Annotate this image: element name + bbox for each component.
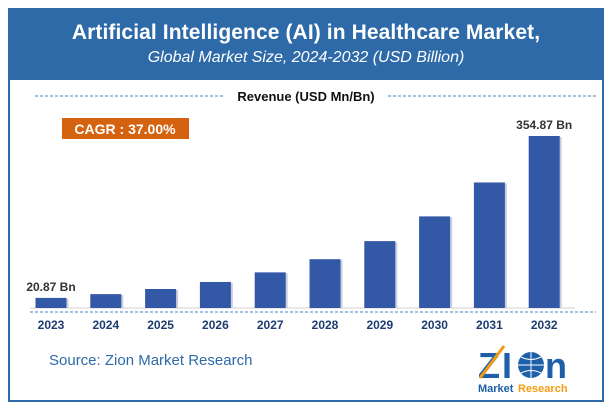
svg-text:n: n [545,345,567,386]
chart-header: Artificial Intelligence (AI) in Healthca… [10,10,602,80]
bar-2029 [364,241,396,308]
svg-text:Research: Research [518,383,568,395]
data-label: 20.87 Bn [26,280,75,294]
cagr-badge [62,118,189,139]
bar-2030 [419,216,451,308]
x-tick-label: 2027 [257,318,284,332]
data-label: 354.87 Bn [516,118,572,132]
bar-2023 [35,297,67,308]
cagr-label: CAGR : 37.00% [74,121,176,137]
x-tick-label: 2024 [92,318,119,332]
chart-axis-title: Revenue (USD Mn/Bn) [237,89,374,104]
bar-2026 [199,281,231,308]
bar-2025 [145,289,177,308]
bar-2028 [309,259,341,308]
x-tick-label: 2029 [366,318,393,332]
zion-logo: Z I n Market Research [470,340,580,396]
x-tick-label: 2023 [38,318,65,332]
x-tick-label: 2030 [421,318,448,332]
source-text: Source: Zion Market Research [49,352,253,369]
bar-2024 [90,294,122,308]
svg-text:Market: Market [478,383,514,395]
x-tick-label: 2028 [312,318,339,332]
x-tick-label: 2025 [147,318,174,332]
bar-2032 [528,136,560,308]
chart-title: Artificial Intelligence (AI) in Healthca… [71,21,541,44]
svg-text:I: I [502,345,512,386]
x-tick-label: 2031 [476,318,503,332]
bar-2031 [473,182,505,308]
chart-subtitle: Global Market Size, 2024-2032 (USD Billi… [147,49,465,66]
bar-2027 [254,272,286,308]
x-tick-label: 2032 [531,318,558,332]
x-tick-label: 2026 [202,318,229,332]
